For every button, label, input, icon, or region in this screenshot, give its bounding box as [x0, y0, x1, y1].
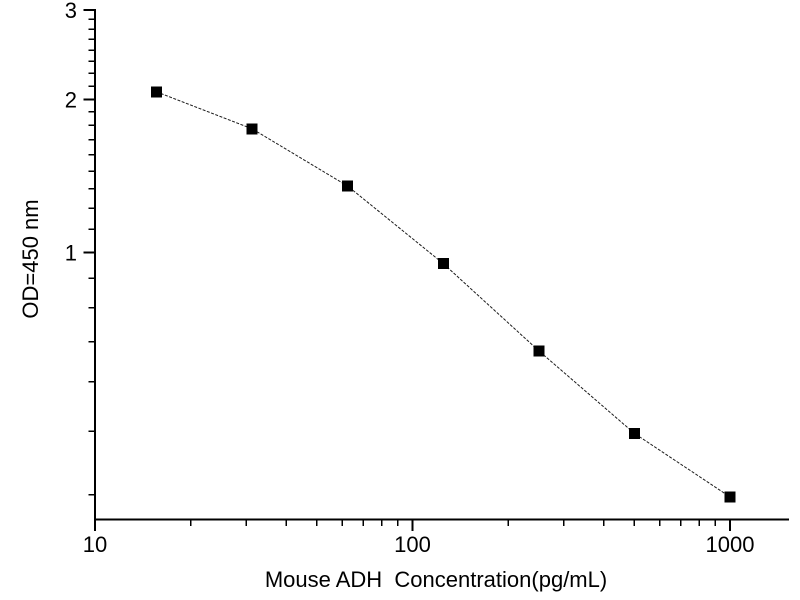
y-tick-label: 3 — [65, 0, 77, 23]
standard-curve-line — [156, 91, 731, 498]
data-point-marker — [246, 123, 258, 135]
x-tick-label: 100 — [394, 532, 431, 557]
data-point-marker — [151, 86, 162, 98]
data-point-marker — [437, 258, 449, 270]
data-point-marker — [342, 180, 354, 192]
y-axis-title: OD=450 nm — [18, 199, 43, 318]
data-point-marker — [628, 427, 640, 439]
x-tick-label: 10 — [83, 532, 107, 557]
data-point-marker — [533, 345, 545, 357]
data-point-marker — [724, 491, 736, 503]
x-tick-label: 1000 — [706, 532, 755, 557]
y-tick-label: 1 — [65, 240, 77, 265]
y-tick-label: 2 — [65, 87, 77, 112]
x-axis-title: Mouse ADH Concentration(pg/mL) — [265, 567, 607, 592]
plot-layer: 10 100 1000 1 2 3 — [65, 0, 789, 557]
